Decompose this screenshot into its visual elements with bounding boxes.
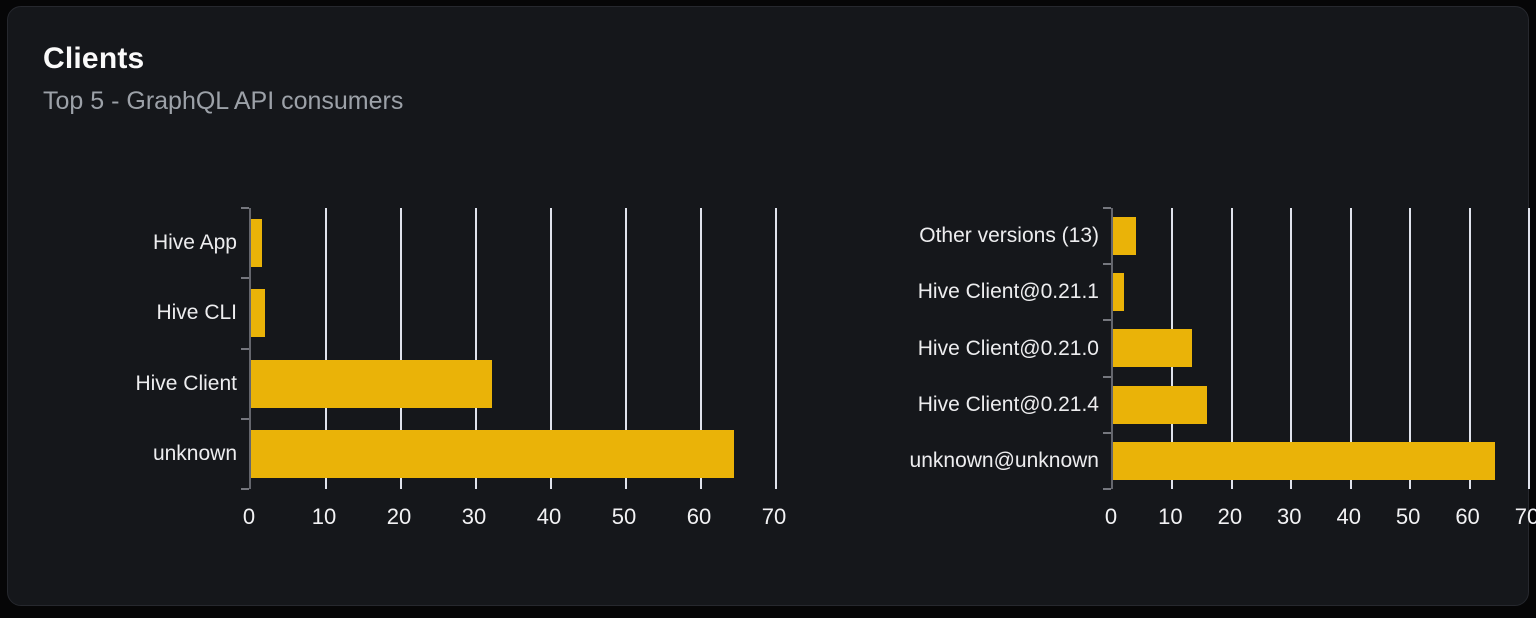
gridline xyxy=(1349,208,1352,489)
bar-hive-app xyxy=(251,219,262,268)
x-axis-tick-label: 0 xyxy=(1104,504,1118,529)
card-title: Clients xyxy=(43,42,145,75)
gridline xyxy=(1230,208,1233,489)
category-band xyxy=(1113,208,1529,264)
plot-column: 0 10 20 30 40 50 60 70 xyxy=(241,207,786,532)
y-axis-tick xyxy=(1103,431,1111,434)
gridline xyxy=(325,208,327,489)
gridline xyxy=(1290,208,1293,489)
y-axis-tick xyxy=(1103,375,1111,378)
y-axis-tick xyxy=(1103,319,1111,322)
y-axis-tick xyxy=(1103,207,1111,209)
card-subtitle: Top 5 - GraphQL API consumers xyxy=(43,87,404,115)
y-axis-tick xyxy=(241,347,249,350)
clients-card: Clients Top 5 - GraphQL API consumers Hi… xyxy=(7,6,1536,606)
clients-by-name-chart: Hive App Hive CLI Hive Client unknown 0 10 20 3… xyxy=(115,207,786,532)
x-axis-tick-label: 0 xyxy=(242,504,256,529)
y-axis-tick xyxy=(241,277,249,280)
y-axis-tick xyxy=(241,417,249,420)
bar-hive-client-0-21-0 xyxy=(1113,329,1193,368)
x-axis-tick-label: 10 xyxy=(311,504,337,529)
gridline xyxy=(700,208,702,489)
y-axis-tick xyxy=(241,207,249,209)
category-band xyxy=(251,278,776,348)
x-axis-tick-label: 70 xyxy=(761,504,787,529)
x-axis-tick-label: 20 xyxy=(1217,504,1243,529)
category-band xyxy=(1113,377,1529,433)
gridline xyxy=(550,208,552,489)
y-axis-labels: Hive App Hive CLI Hive Client unknown xyxy=(115,208,249,489)
y-axis-label: Hive Client@0.21.4 xyxy=(917,392,1099,416)
x-axis-tick-label: 60 xyxy=(1455,504,1480,529)
plot-area xyxy=(1103,207,1530,490)
clients-by-version-chart: Other versions (13) Hive Client@0.21.1 Hiv… xyxy=(881,207,1536,532)
y-axis-label: Hive Client@0.21.1 xyxy=(917,280,1099,304)
y-axis-label: Other versions (13) xyxy=(919,224,1099,248)
bar-hive-client xyxy=(251,359,492,408)
bar-other-versions-13- xyxy=(1113,217,1136,256)
y-axis-label: Hive CLI xyxy=(156,301,237,325)
plot-column: 0 10 20 30 40 50 60 70 xyxy=(1103,207,1536,532)
y-axis-labels: Other versions (13) Hive Client@0.21.1 Hiv… xyxy=(881,208,1111,489)
bar-unknown xyxy=(251,429,734,478)
x-axis-tick-label: 70 xyxy=(1514,504,1536,529)
category-band xyxy=(1113,433,1529,489)
bar-hive-cli xyxy=(251,289,266,338)
bar-hive-client-0-21-1 xyxy=(1113,273,1124,312)
plot-area xyxy=(241,207,777,490)
x-axis-tick-label: 10 xyxy=(1158,504,1183,529)
x-axis-tick-label: 20 xyxy=(386,504,412,529)
y-axis-label: Hive Client@0.21.0 xyxy=(917,336,1099,360)
gridline xyxy=(1409,208,1412,489)
y-axis-tick xyxy=(1103,263,1111,266)
category-band xyxy=(1113,320,1529,376)
y-axis-label: unknown@unknown xyxy=(909,448,1099,472)
bar-unknown-unknown xyxy=(1113,441,1495,480)
category-band xyxy=(251,419,776,489)
gridline xyxy=(775,208,777,489)
y-axis-label: Hive Client xyxy=(135,371,237,395)
x-axis-labels: 0 10 20 30 40 50 60 70 xyxy=(243,504,786,532)
gridline xyxy=(1468,208,1471,489)
x-axis-tick-label: 40 xyxy=(1336,504,1361,529)
gridline xyxy=(1528,208,1530,489)
x-axis-tick-label: 40 xyxy=(536,504,562,529)
x-axis-tick-label: 50 xyxy=(1395,504,1421,529)
x-axis-tick-label: 60 xyxy=(686,504,712,529)
x-axis-tick-label: 30 xyxy=(1277,504,1302,529)
category-band xyxy=(251,208,776,278)
charts-row: Hive App Hive CLI Hive Client unknown 0 10 20 3… xyxy=(43,207,1536,532)
gridline xyxy=(400,208,402,489)
y-axis-label: unknown xyxy=(152,441,237,465)
gridline xyxy=(625,208,627,489)
category-band xyxy=(251,349,776,419)
x-axis-tick-label: 50 xyxy=(611,504,637,529)
y-axis-tick xyxy=(1103,488,1111,490)
x-axis-tick-label: 30 xyxy=(461,504,487,529)
x-axis-labels: 0 10 20 30 40 50 60 70 xyxy=(1105,504,1536,532)
gridline xyxy=(475,208,477,489)
y-axis-tick xyxy=(241,488,249,490)
y-axis-label: Hive App xyxy=(152,231,237,255)
category-band xyxy=(1113,264,1529,320)
bar-hive-client-0-21-4 xyxy=(1113,385,1208,424)
